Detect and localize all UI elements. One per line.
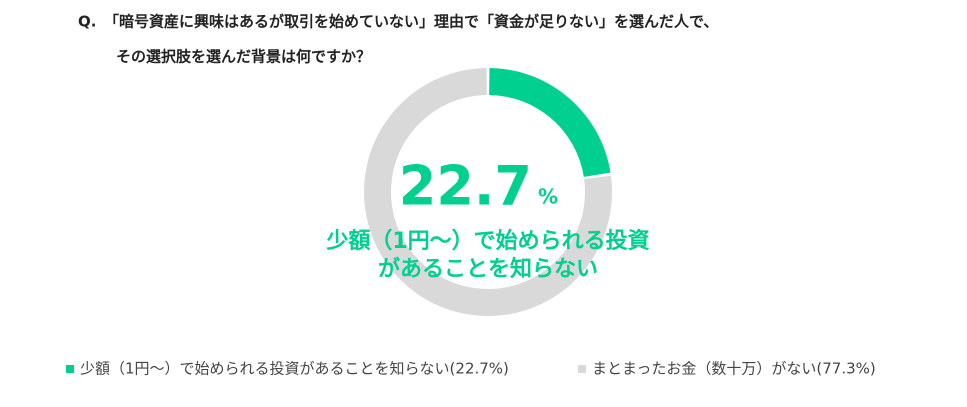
question-prefix: Q.	[78, 13, 96, 31]
legend-label: 少額（1円～）で始められる投資があることを知らない(22.7%)	[80, 360, 509, 378]
center-label: があることを知らない	[378, 256, 598, 282]
legend-marker	[578, 365, 586, 373]
center-value: 22.7	[399, 155, 532, 218]
legend-label: まとまったお金（数十万）がない(77.3%)	[592, 360, 876, 378]
center-unit: %	[538, 185, 558, 209]
chart-title: 「暗号資産に興味はあるが取引を始めていない」理由で「資金が足りない」を選んだ人で…	[104, 13, 718, 31]
legend-marker	[66, 365, 74, 373]
chart-title: その選択肢を選んだ背景は何ですか？	[116, 48, 371, 66]
donut-segment	[489, 68, 611, 177]
center-label: 少額（1円～）で始められる投資	[325, 228, 649, 254]
